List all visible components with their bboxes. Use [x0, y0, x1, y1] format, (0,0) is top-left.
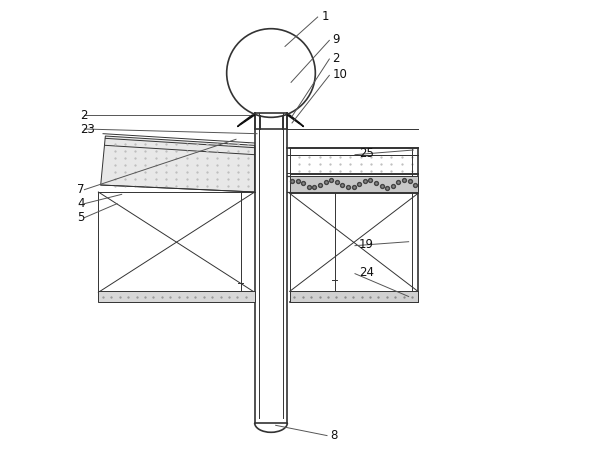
Text: 19: 19: [359, 238, 374, 251]
Polygon shape: [287, 115, 304, 127]
Text: 8: 8: [331, 429, 338, 442]
Bar: [289, 292, 418, 302]
Text: 9: 9: [332, 33, 340, 46]
Text: 4: 4: [77, 197, 85, 210]
Text: 25: 25: [359, 147, 374, 160]
Text: 1: 1: [321, 9, 329, 22]
Text: 7: 7: [77, 183, 85, 196]
Text: 5: 5: [77, 211, 85, 224]
Text: 10: 10: [332, 68, 347, 81]
Text: 2: 2: [332, 51, 340, 65]
Text: 24: 24: [359, 266, 374, 279]
Text: 23: 23: [80, 123, 94, 136]
Bar: [289, 176, 418, 192]
Polygon shape: [237, 115, 255, 127]
Text: 2: 2: [80, 109, 87, 122]
Polygon shape: [100, 136, 255, 192]
Bar: [98, 292, 255, 302]
